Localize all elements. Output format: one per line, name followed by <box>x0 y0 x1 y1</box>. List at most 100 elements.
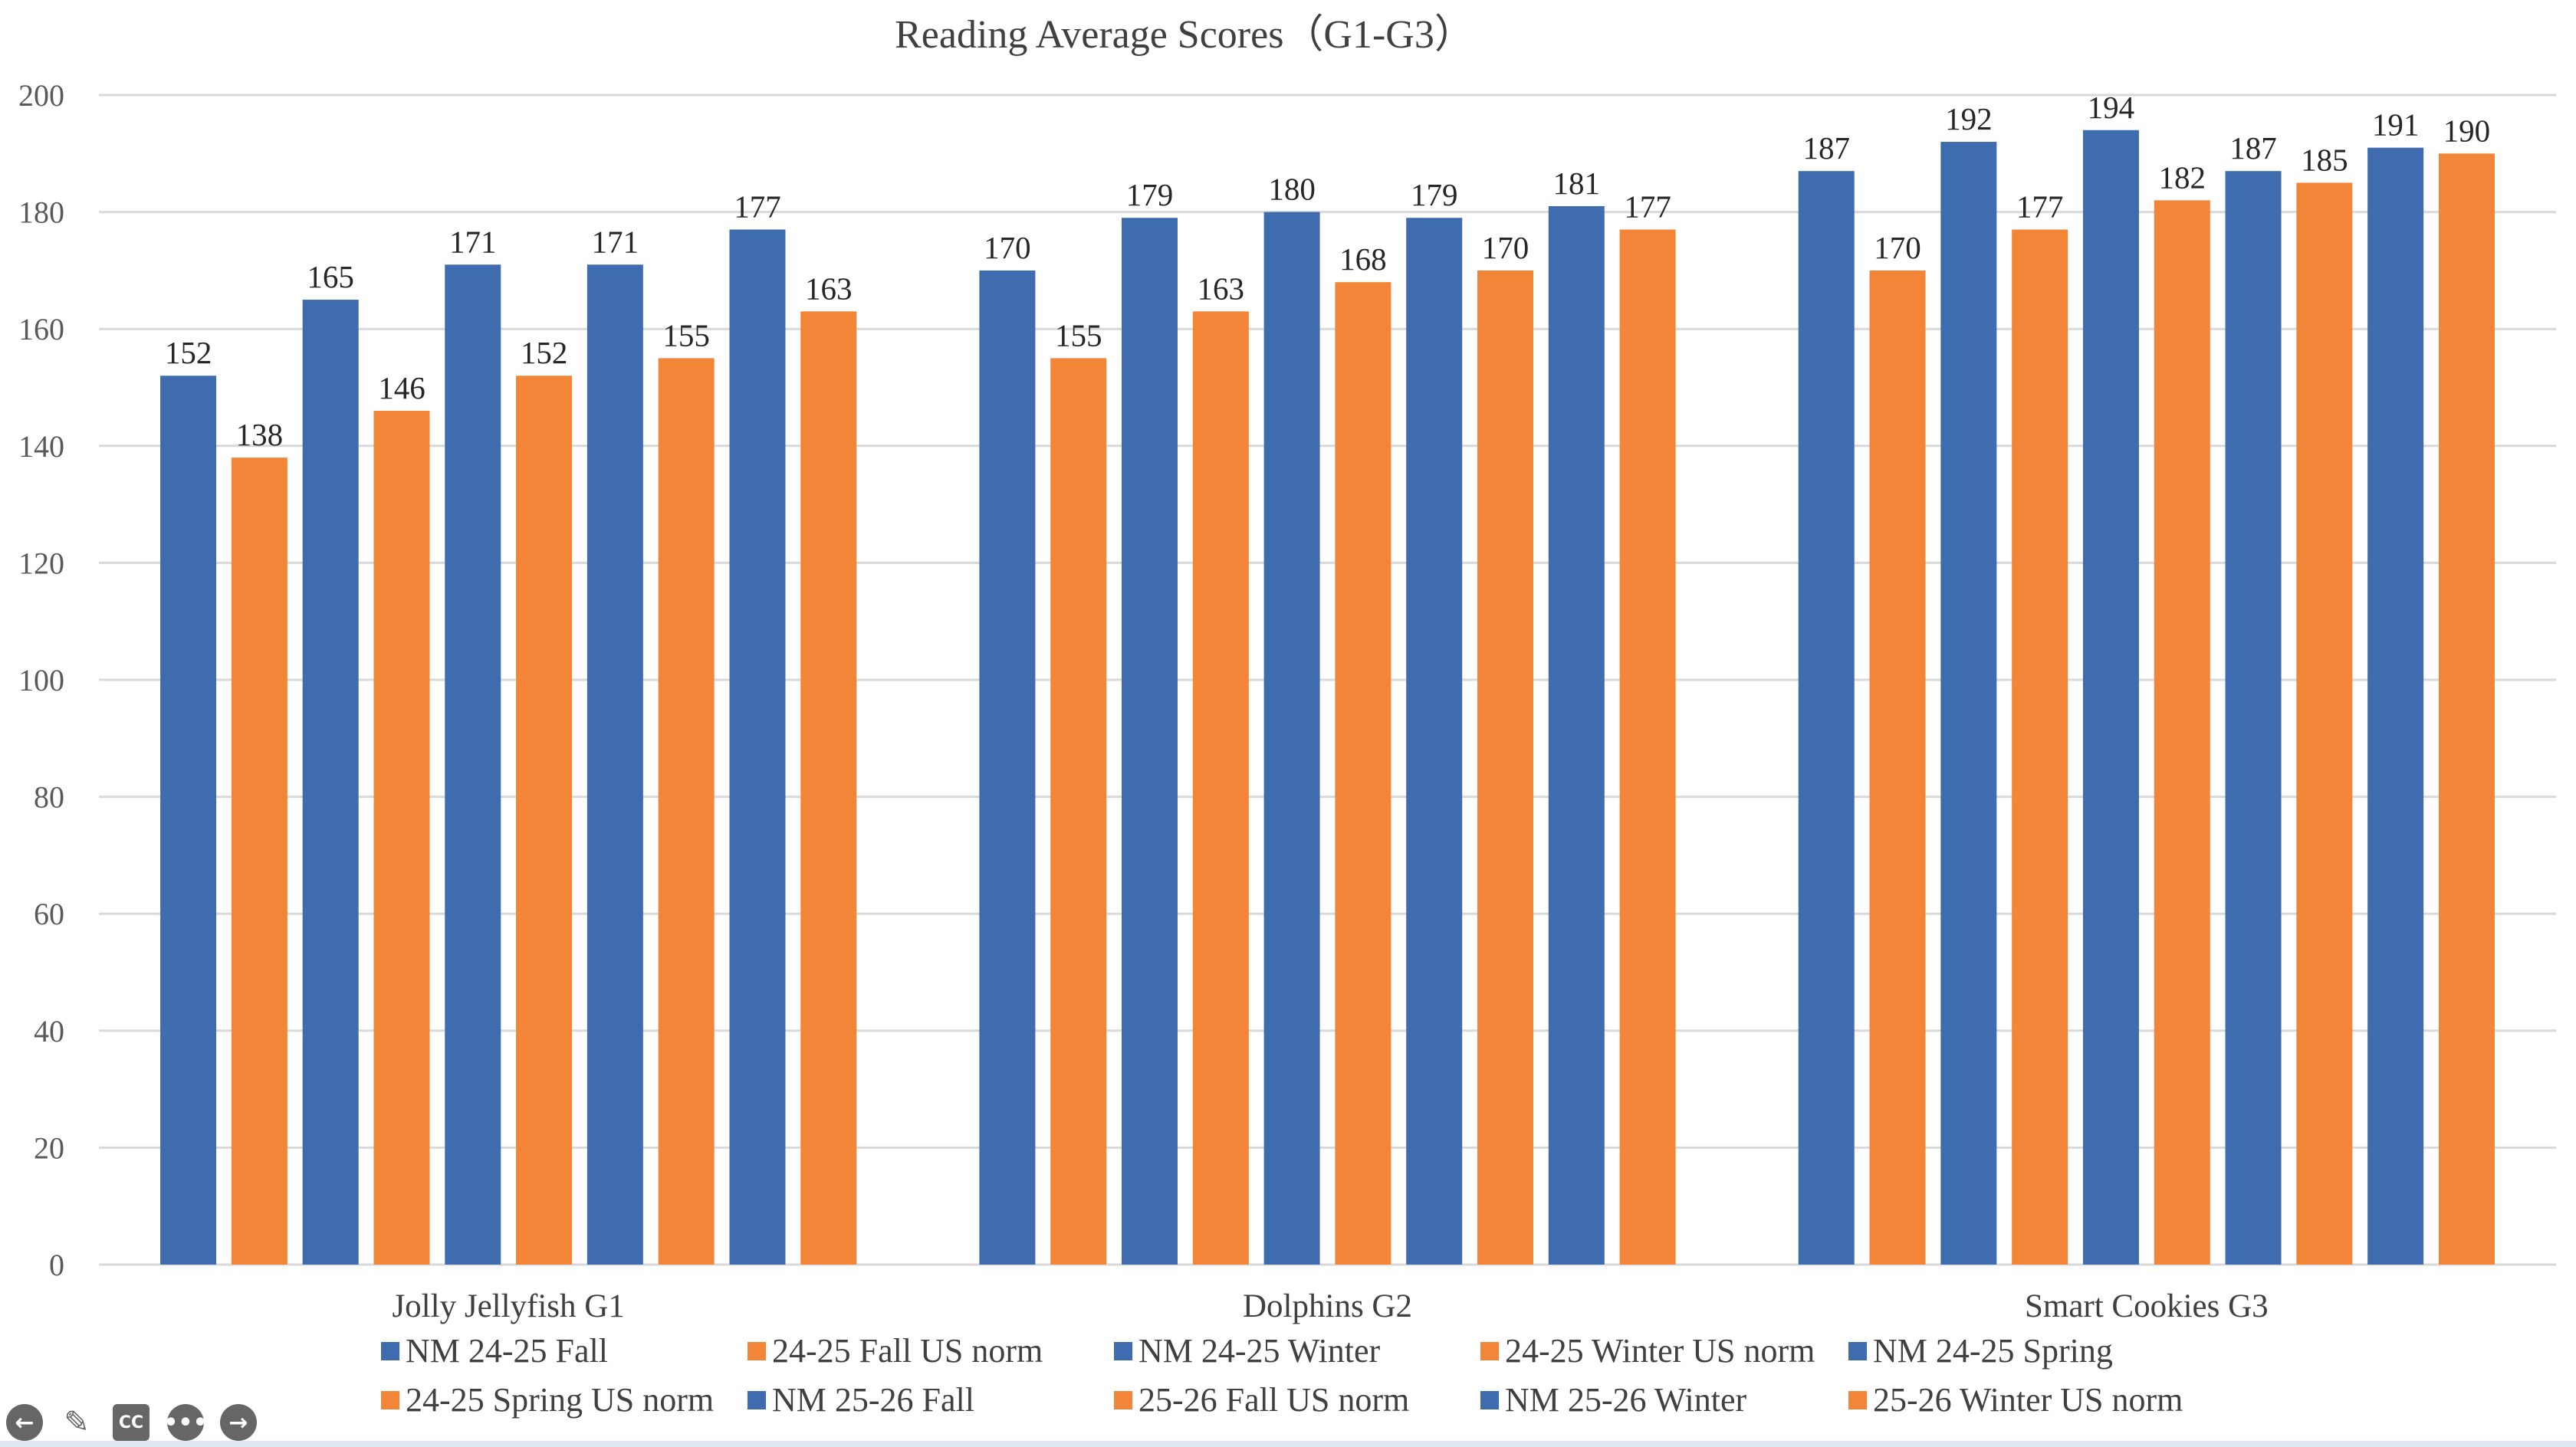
bar <box>1050 358 1107 1265</box>
data-label: 152 <box>521 335 568 370</box>
y-tick-label: 60 <box>34 897 64 931</box>
data-label: 190 <box>2443 113 2491 148</box>
y-tick-label: 160 <box>18 312 64 346</box>
data-label: 138 <box>236 417 284 452</box>
data-label: 170 <box>984 230 1031 265</box>
captions-button[interactable]: CC <box>113 1404 150 1441</box>
arrow-left-icon: ← <box>15 1409 34 1436</box>
bar <box>979 270 1036 1265</box>
y-tick-label: 80 <box>34 780 64 815</box>
chart-title: Reading Average Scores（G1-G3） <box>895 13 1474 57</box>
category-label: Jolly Jellyfish G1 <box>392 1288 624 1324</box>
data-label: 177 <box>1624 189 1671 224</box>
legend-swatch <box>1848 1391 1867 1409</box>
data-label: 182 <box>2158 159 2206 195</box>
pen-button[interactable]: ✎ <box>58 1404 95 1441</box>
bar <box>445 264 501 1265</box>
bar <box>1940 142 1997 1265</box>
legend-swatch <box>381 1391 399 1409</box>
data-label: 181 <box>1553 166 1601 201</box>
legend-label: 24-25 Spring US norm <box>406 1381 714 1419</box>
bar <box>729 229 786 1265</box>
data-label: 171 <box>449 224 497 259</box>
legend-swatch <box>1480 1342 1499 1360</box>
data-label: 163 <box>1198 271 1245 306</box>
category-labels: Jolly Jellyfish G1 Dolphins G2 Smart Cooki… <box>392 1288 2268 1324</box>
bar <box>1548 205 1605 1265</box>
data-label: 155 <box>662 317 710 353</box>
y-tick-label: 180 <box>18 195 64 230</box>
bar <box>1869 270 1926 1265</box>
data-label: 177 <box>2016 189 2064 224</box>
data-label: 179 <box>1126 177 1174 212</box>
bar <box>2154 200 2210 1265</box>
bar <box>373 411 430 1265</box>
y-tick-label: 100 <box>18 663 64 697</box>
data-label: 194 <box>2088 90 2135 125</box>
data-label: 152 <box>165 335 212 370</box>
bar <box>2225 171 2282 1265</box>
data-label: 187 <box>2229 130 2277 166</box>
y-tick-label: 140 <box>18 429 64 464</box>
pencil-icon: ✎ <box>64 1405 90 1440</box>
legend-label: 24-25 Fall US norm <box>772 1332 1043 1370</box>
bar <box>2438 153 2495 1265</box>
legend-swatch <box>748 1342 766 1360</box>
legend-swatch <box>748 1391 766 1409</box>
data-label: 171 <box>592 224 639 259</box>
y-tick-label: 20 <box>34 1130 64 1165</box>
bar <box>1335 282 1392 1265</box>
bar <box>516 376 573 1265</box>
bar <box>2012 229 2068 1265</box>
data-label: 192 <box>1945 101 1993 136</box>
bar <box>1798 171 1855 1265</box>
bar <box>302 300 359 1265</box>
data-label: 170 <box>1874 230 1921 265</box>
legend-label: NM 25-26 Fall <box>772 1381 974 1419</box>
category-label: Dolphins G2 <box>1243 1288 1412 1324</box>
y-tick-label: 120 <box>18 546 64 580</box>
bar <box>1263 212 1320 1265</box>
legend-swatch <box>1114 1391 1132 1409</box>
legend-label: 25-26 Winter US norm <box>1873 1381 2183 1419</box>
bar <box>160 376 217 1265</box>
legend-label: NM 25-26 Winter <box>1505 1381 1747 1419</box>
legend-label: 24-25 Winter US norm <box>1505 1332 1815 1370</box>
legend-swatch <box>1480 1391 1499 1409</box>
more-options-button[interactable]: ••• <box>163 1404 208 1441</box>
data-label: 146 <box>378 370 426 405</box>
data-label: 191 <box>2372 107 2420 143</box>
legend-label: NM 24-25 Fall <box>406 1332 608 1370</box>
y-axis-ticks: 0 20 40 60 80 100 120 140 160 180 200 <box>18 78 64 1282</box>
ellipsis-icon: ••• <box>163 1409 208 1436</box>
arrow-right-icon: → <box>228 1409 248 1436</box>
bar <box>1477 270 1533 1265</box>
data-label: 155 <box>1055 317 1102 353</box>
bar <box>2082 130 2139 1265</box>
legend: NM 24-25 Fall 24-25 Fall US norm NM 24-25 … <box>381 1332 2183 1419</box>
y-tick-label: 200 <box>18 78 64 113</box>
data-label: 185 <box>2301 142 2348 177</box>
bar <box>2367 147 2424 1265</box>
legend-swatch <box>1848 1342 1867 1360</box>
previous-slide-button[interactable]: ← <box>6 1404 43 1441</box>
category-label: Smart Cookies G3 <box>2025 1288 2269 1324</box>
legend-label: NM 24-25 Winter <box>1138 1332 1381 1370</box>
legend-label: 25-26 Fall US norm <box>1138 1381 1409 1419</box>
data-label: 179 <box>1411 177 1458 212</box>
bar <box>1619 229 1676 1265</box>
data-label: 187 <box>1802 130 1850 166</box>
next-slide-button[interactable]: → <box>220 1404 257 1441</box>
data-label: 180 <box>1268 172 1316 207</box>
bar <box>2296 182 2353 1265</box>
bar <box>658 358 715 1265</box>
bar <box>1192 311 1249 1265</box>
legend-label: NM 24-25 Spring <box>1873 1332 2113 1370</box>
y-tick-label: 0 <box>49 1248 64 1282</box>
data-label: 165 <box>307 259 354 294</box>
bottom-strip <box>0 1441 2576 1447</box>
data-label: 168 <box>1339 241 1387 277</box>
bar <box>231 458 288 1265</box>
bar <box>1122 218 1178 1265</box>
